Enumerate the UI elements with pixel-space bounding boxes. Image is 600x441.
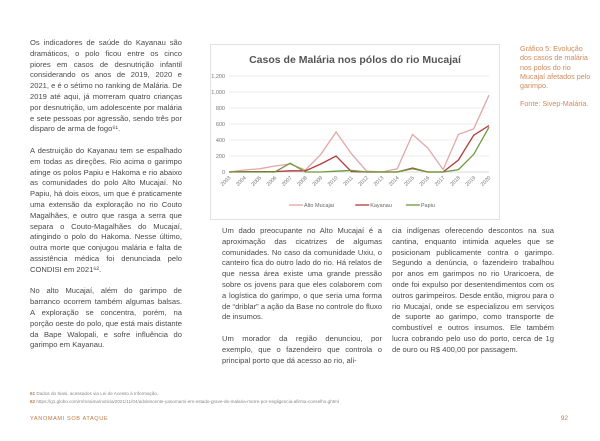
y-tick-label: 400: [216, 138, 225, 144]
footnote-link[interactable]: https://g1.globo.com/rr/roraima/noticia/…: [36, 399, 339, 404]
malaria-chart: Casos de Malária nos pólos do rio Mucaja…: [210, 44, 500, 220]
right-column: cia indígenas oferecendo descontos na su…: [392, 226, 554, 366]
x-tick-label: 2008: [296, 175, 309, 188]
legend-label: Alto Mucajai: [304, 203, 334, 209]
chart-title: Casos de Malária nos pólos do rio Mucaja…: [249, 54, 462, 66]
series-line-papiu: [229, 126, 490, 173]
x-tick-label: 2018: [449, 175, 462, 188]
y-tick-label: 200: [216, 154, 225, 160]
paragraph: Um dado preocupante no Alto Mucajaí é a …: [222, 226, 382, 322]
x-tick-label: 2020: [480, 175, 493, 188]
footnote-61: 61 Dados do Siasi, acessados via Lei de …: [30, 391, 159, 396]
paragraph: Um morador da região denunciou, por exem…: [222, 333, 382, 365]
caption-source: Fonte: Sivep-Malária.: [520, 99, 589, 109]
x-tick-label: 2015: [403, 175, 416, 188]
x-tick-label: 2019: [465, 175, 478, 188]
x-tick-label: 2010: [327, 175, 340, 188]
x-tick-label: 2016: [419, 175, 432, 188]
paragraph: No alto Mucajaí, além do garimpo de barr…: [30, 286, 182, 350]
x-tick-label: 2009: [312, 175, 325, 188]
x-tick-label: 2007: [281, 175, 294, 188]
x-tick-label: 2017: [434, 175, 447, 188]
footer-title: YANOMAMI SOB ATAQUE: [30, 416, 109, 422]
y-tick-label: 0: [222, 170, 225, 176]
footnote-62[interactable]: 62 https://g1.globo.com/rr/roraima/notic…: [30, 399, 339, 404]
paragraph: A destruição do Kayanau tem se espalhado…: [30, 145, 182, 274]
x-tick-label: 2003: [220, 175, 233, 188]
y-tick-label: 800: [216, 106, 225, 112]
caption-title: Gráfico 5: Evolução dos casos de malária…: [520, 44, 591, 91]
chart-caption: Gráfico 5: Evolução dos casos de malária…: [520, 44, 596, 118]
page-number: 92: [560, 415, 568, 422]
y-tick-label: 1,000: [211, 90, 225, 96]
series-line-kayanau: [228, 125, 490, 173]
left-column: Os indicadores de saúde do Kayanau são d…: [30, 38, 182, 362]
series-line-alto-mucajai: [228, 94, 490, 173]
legend-label: Papiu: [421, 203, 435, 209]
x-tick-label: 2006: [266, 175, 279, 188]
y-tick-label: 1,200: [211, 74, 225, 80]
paragraph: Os indicadores de saúde do Kayanau são d…: [30, 38, 182, 134]
x-tick-label: 2005: [250, 175, 263, 188]
x-tick-label: 2013: [373, 175, 386, 188]
x-tick-label: 2011: [342, 175, 354, 187]
x-tick-label: 2014: [388, 175, 401, 188]
x-tick-label: 2004: [235, 175, 248, 188]
paragraph: cia indígenas oferecendo descontos na su…: [392, 226, 554, 354]
chart-svg: Casos de Malária nos pólos do rio Mucaja…: [211, 54, 493, 209]
legend-label: Kayanau: [370, 203, 392, 209]
middle-column: Um dado preocupante no Alto Mucajaí é a …: [222, 226, 382, 377]
y-tick-label: 600: [216, 122, 225, 128]
x-tick-label: 2012: [357, 175, 370, 188]
